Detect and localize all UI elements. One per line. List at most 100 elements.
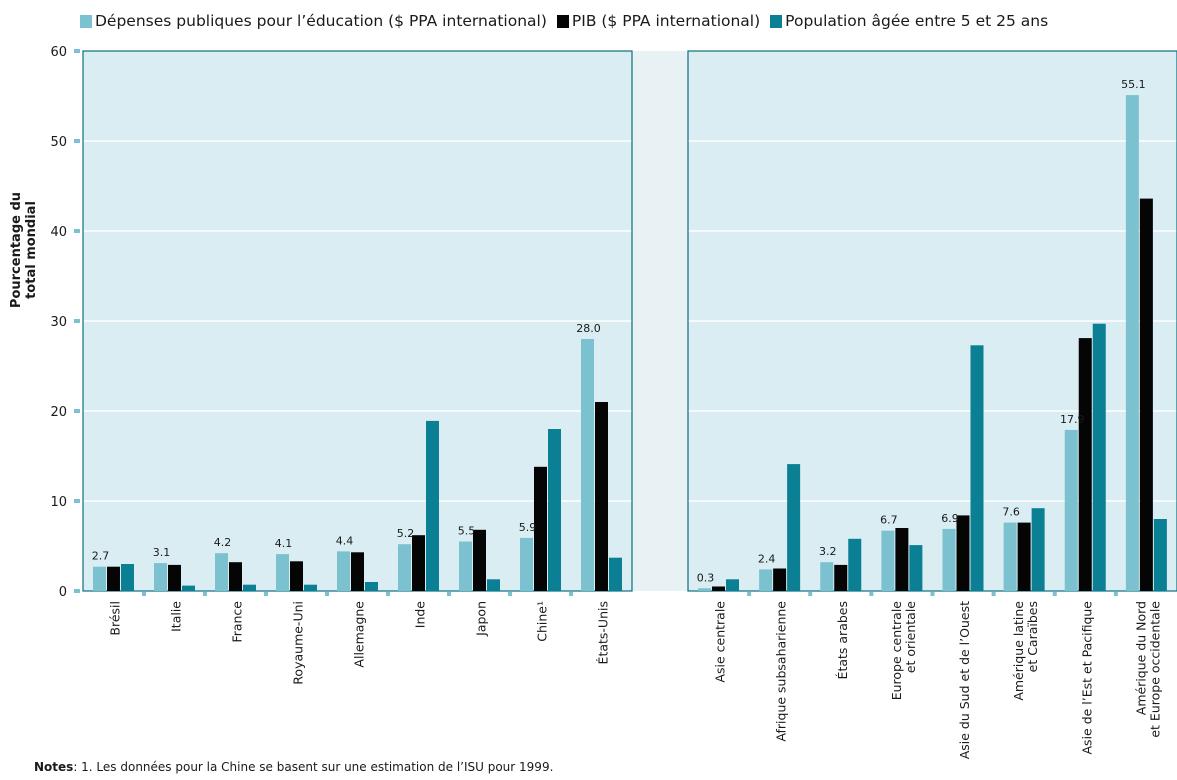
notes-label: Notes (34, 760, 74, 774)
category-separator (325, 592, 329, 596)
tick-label-countries-1: Italie (169, 601, 184, 632)
bar-countries-3-s1 (290, 561, 303, 591)
y-tick-mark (74, 229, 80, 233)
bar-regions-2-s0 (820, 562, 834, 591)
y-tick-label: 20 (50, 405, 67, 420)
tick-label-regions-3-line0: Europe centrale (889, 601, 904, 701)
tick-label-countries-5: Inde (413, 601, 428, 629)
tick-label-regions-3-line1: et orientale (903, 601, 918, 673)
tick-label-countries-3: Royaume-Uni (291, 601, 306, 685)
data-label-regions-7: 55.1 (1121, 78, 1146, 91)
tick-label-countries-8: États-Unis (596, 601, 611, 664)
bar-countries-5-s1 (412, 535, 425, 591)
bar-regions-4-s1 (956, 515, 970, 591)
bar-countries-2-s2 (243, 584, 256, 591)
data-label-regions-0: 0.3 (697, 571, 715, 584)
bar-countries-0-s0 (93, 566, 106, 591)
tick-label-regions-5-line1: et Caraïbes (1025, 601, 1040, 672)
data-label-countries-3: 4.1 (275, 537, 293, 550)
tick-label-regions-4: Asie du Sud et de l’Ouest (957, 601, 972, 759)
bar-regions-7-s0 (1125, 95, 1139, 591)
bar-regions-2-s1 (834, 564, 848, 591)
bar-regions-2-s2 (848, 538, 862, 591)
bar-countries-2-s0 (215, 553, 228, 591)
bar-regions-0-s2 (726, 579, 739, 591)
data-label-countries-6: 5.5 (458, 525, 476, 538)
y-tick-label: 0 (59, 585, 67, 600)
bar-regions-1-s2 (787, 464, 801, 591)
data-label-countries-1: 3.1 (153, 546, 171, 559)
category-separator (747, 592, 752, 596)
category-separator (1113, 592, 1118, 596)
category-separator (203, 592, 207, 596)
legend: Dépenses publiques pour l’éducation ($ P… (80, 10, 1052, 32)
y-tick-label: 10 (50, 495, 67, 510)
bar-regions-7-s1 (1139, 198, 1153, 591)
category-separator (991, 592, 996, 596)
bar-regions-5-s0 (1003, 522, 1017, 591)
bar-regions-3-s0 (881, 530, 895, 591)
category-separator (808, 592, 813, 596)
y-tick-mark (74, 139, 80, 143)
bar-countries-6-s0 (459, 541, 472, 591)
tick-label-regions-1: Afrique subsaharienne (774, 601, 789, 742)
tick-label-regions-2: États arabes (835, 601, 850, 679)
plot-border-regions (687, 50, 1177, 592)
y-tick-mark (74, 49, 80, 53)
data-label-countries-0: 2.7 (92, 550, 110, 563)
legend-item-population: Population âgée entre 5 et 25 ans (770, 10, 1048, 32)
data-label-regions-4: 6.9 (941, 512, 959, 525)
bar-countries-4-s1 (351, 552, 364, 591)
tick-label-regions-7-line0: Amérique du Nord (1133, 601, 1148, 715)
bar-chart: 2.7 Brésil 3.1 Italie 4.2 France 4.1 Royaume-Un… (50, 45, 1177, 759)
data-label-regions-5: 7.6 (1002, 506, 1020, 519)
legend-swatch-gdp (556, 14, 569, 28)
bar-countries-3-s0 (276, 554, 289, 591)
legend-swatch-education (80, 14, 92, 28)
tick-label-countries-7: Chine¹ (535, 601, 550, 642)
tick-label-regions-6: Asie de l’Est et Pacifique (1079, 601, 1094, 755)
legend-label-population: Population âgée entre 5 et 25 ans (785, 12, 1049, 30)
bar-regions-3-s1 (895, 528, 909, 591)
bar-countries-0-s2 (121, 564, 134, 591)
category-separator (930, 592, 935, 596)
category-separator (142, 592, 146, 596)
bar-countries-8-s0 (581, 339, 594, 591)
y-tick-label: 50 (50, 135, 67, 150)
bar-countries-7-s0 (520, 537, 533, 591)
bar-regions-0-s0 (698, 588, 711, 591)
data-label-regions-1: 2.4 (758, 552, 776, 565)
data-label-countries-2: 4.2 (214, 536, 232, 549)
category-separator (447, 592, 451, 596)
bar-regions-6-s2 (1092, 323, 1106, 591)
y-tick-label: 60 (50, 45, 67, 60)
tick-label-regions-5-line0: Amérique latine (1011, 601, 1026, 701)
bar-countries-5-s2 (426, 420, 439, 591)
legend-item-gdp: PIB ($ PPA international) (556, 10, 761, 32)
bar-countries-3-s2 (304, 584, 317, 591)
bar-countries-7-s1 (534, 466, 547, 591)
category-separator (1052, 592, 1057, 596)
legend-swatch-population (770, 14, 783, 28)
bar-countries-1-s1 (168, 564, 181, 591)
notes: Notes: 1. Les données pour la Chine se b… (34, 760, 553, 774)
y-tick-mark (74, 499, 80, 503)
bar-countries-2-s1 (229, 562, 242, 591)
tick-label-regions-7-line1: et Europe occidentale (1147, 601, 1162, 738)
y-tick-mark (74, 319, 80, 323)
tick-label-countries-2: France (230, 601, 245, 643)
bar-countries-0-s1 (107, 566, 120, 591)
bar-regions-0-s1 (712, 586, 725, 591)
bar-regions-4-s0 (942, 528, 956, 591)
category-separator (508, 592, 512, 596)
category-separator (869, 592, 874, 596)
legend-label-gdp: PIB ($ PPA international) (571, 12, 761, 30)
bar-countries-6-s2 (487, 579, 500, 591)
y-tick-label: 30 (50, 315, 67, 330)
bar-regions-1-s1 (773, 568, 787, 591)
bar-countries-7-s2 (548, 429, 561, 591)
bar-regions-6-s1 (1078, 338, 1092, 591)
legend-label-education: Dépenses publiques pour l’éducation ($ P… (95, 12, 547, 30)
y-tick-label: 40 (50, 225, 67, 240)
y-tick-mark (74, 409, 80, 413)
